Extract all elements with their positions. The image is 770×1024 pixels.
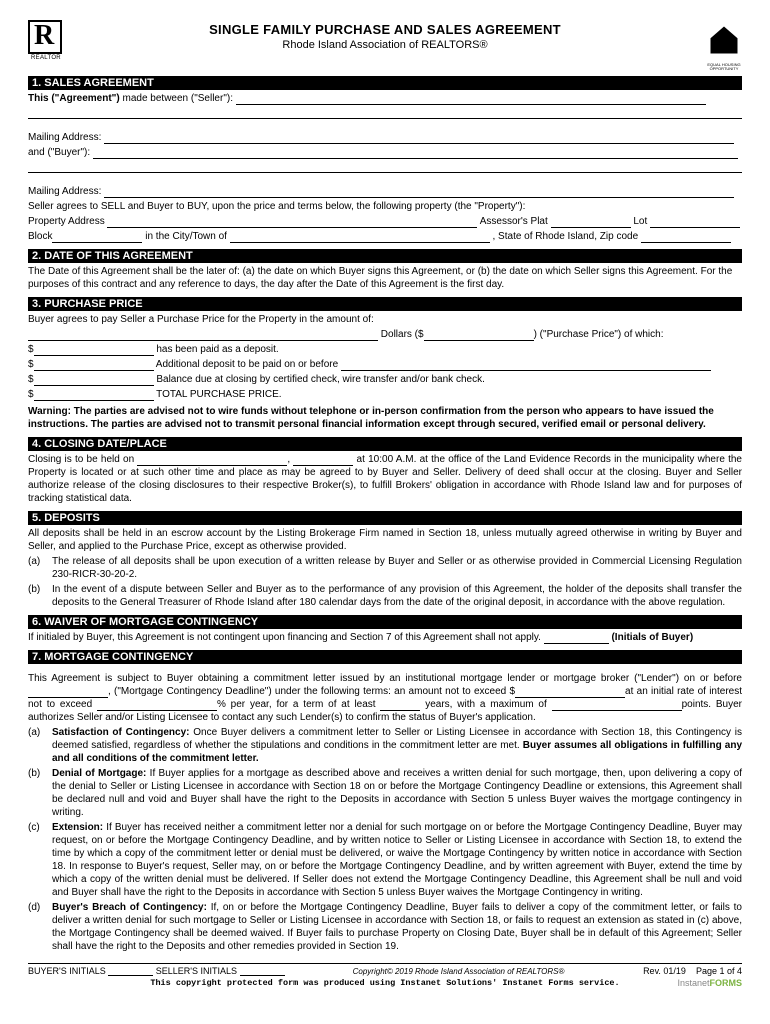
item-7d: (d)Buyer's Breach of Contingency: If, on… bbox=[28, 901, 742, 953]
realtor-logo: REALTOR bbox=[28, 20, 64, 62]
plat[interactable] bbox=[551, 227, 631, 228]
loan-amount[interactable] bbox=[515, 697, 625, 698]
property-addr[interactable] bbox=[107, 227, 477, 228]
lot[interactable] bbox=[650, 227, 740, 228]
points[interactable] bbox=[552, 710, 682, 711]
term-years[interactable] bbox=[380, 710, 420, 711]
price-num[interactable] bbox=[424, 340, 534, 341]
header: REALTOR EQUAL HOUSINGOPPORTUNITY SINGLE … bbox=[28, 20, 742, 70]
section-4-head: 4. CLOSING DATE/PLACE bbox=[28, 437, 742, 451]
zip[interactable] bbox=[641, 242, 731, 243]
closing-date[interactable] bbox=[137, 465, 287, 466]
section-1-head: 1. SALES AGREEMENT bbox=[28, 76, 742, 90]
copyright: Copyright© 2019 Rhode Island Association… bbox=[315, 967, 602, 976]
buyer-blank[interactable] bbox=[93, 158, 738, 159]
item-5b: (b)In the event of a dispute between Sel… bbox=[28, 583, 742, 609]
block[interactable] bbox=[52, 242, 142, 243]
section-3-intro: Buyer agrees to pay Seller a Purchase Pr… bbox=[28, 313, 742, 326]
item-5a: (a)The release of all deposits shall be … bbox=[28, 555, 742, 581]
balance[interactable] bbox=[34, 385, 154, 386]
buyer-initials-waiver[interactable] bbox=[544, 643, 609, 644]
section-5-head: 5. DEPOSITS bbox=[28, 511, 742, 525]
sell-buy-text: Seller agrees to SELL and Buyer to BUY, … bbox=[28, 200, 742, 213]
item-7c: (c)Extension: If Buyer has received neit… bbox=[28, 821, 742, 899]
agreement-line: This ("Agreement") made between ("Seller… bbox=[28, 92, 742, 105]
equal-housing-logo: EQUAL HOUSINGOPPORTUNITY bbox=[706, 20, 742, 60]
closing-text: Closing is to be held on , at 10:00 A.M.… bbox=[28, 453, 742, 505]
item-7b: (b)Denial of Mortgage: If Buyer applies … bbox=[28, 767, 742, 819]
doc-title: SINGLE FAMILY PURCHASE AND SALES AGREEME… bbox=[28, 22, 742, 37]
mailing-2[interactable] bbox=[104, 197, 734, 198]
section-6-head: 6. WAIVER OF MORTGAGE CONTINGENCY bbox=[28, 615, 742, 629]
section-2-text: The Date of this Agreement shall be the … bbox=[28, 265, 742, 291]
deposit-2[interactable] bbox=[34, 370, 154, 371]
blank-line[interactable] bbox=[28, 161, 742, 173]
contingency-deadline[interactable] bbox=[28, 697, 108, 698]
page: REALTOR EQUAL HOUSINGOPPORTUNITY SINGLE … bbox=[0, 0, 770, 1024]
doc-subtitle: Rhode Island Association of REALTORS® bbox=[28, 39, 742, 51]
title-block: SINGLE FAMILY PURCHASE AND SALES AGREEME… bbox=[28, 20, 742, 51]
realtor-label: REALTOR bbox=[28, 55, 64, 61]
total[interactable] bbox=[34, 400, 154, 401]
deposit-1[interactable] bbox=[34, 355, 154, 356]
footer: BUYER'S INITIALS SELLER'S INITIALS Copyr… bbox=[28, 963, 742, 988]
deposit-2-date[interactable] bbox=[341, 370, 711, 371]
seller-initials[interactable] bbox=[240, 975, 285, 976]
section-7-para: This Agreement is subject to Buyer obtai… bbox=[28, 672, 742, 724]
deposits-intro: All deposits shall be held in an escrow … bbox=[28, 527, 742, 553]
blank-line[interactable] bbox=[28, 107, 742, 119]
city[interactable] bbox=[230, 242, 490, 243]
section-2-head: 2. DATE OF THIS AGREEMENT bbox=[28, 249, 742, 263]
closing-year[interactable] bbox=[293, 465, 353, 466]
item-7a: (a)Satisfaction of Contingency: Once Buy… bbox=[28, 726, 742, 765]
section-3-head: 3. PURCHASE PRICE bbox=[28, 297, 742, 311]
mailing-1[interactable] bbox=[104, 143, 734, 144]
section-7-head: 7. MORTGAGE CONTINGENCY bbox=[28, 650, 742, 664]
seller-blank[interactable] bbox=[236, 104, 706, 105]
interest-rate[interactable] bbox=[97, 710, 217, 711]
price-words[interactable] bbox=[28, 340, 378, 341]
wire-warning: Warning: The parties are advised not to … bbox=[28, 405, 742, 431]
waiver-text: If initialed by Buyer, this Agreement is… bbox=[28, 631, 742, 644]
buyer-initials[interactable] bbox=[108, 975, 153, 976]
